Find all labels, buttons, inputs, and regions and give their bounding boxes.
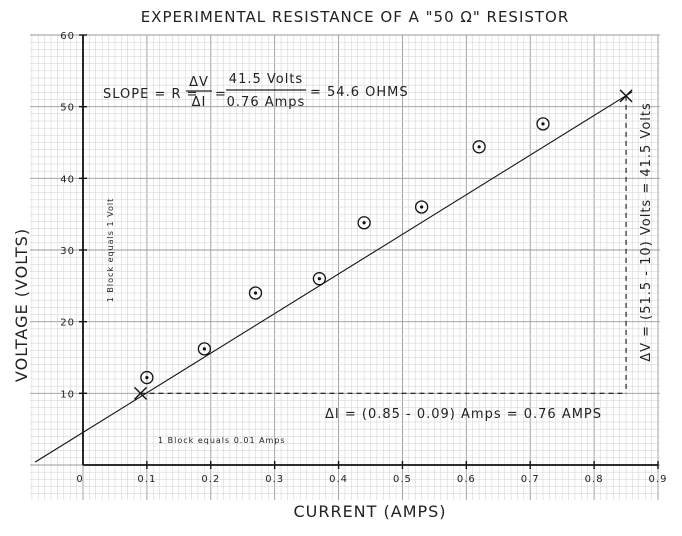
x-scale-note: 1 Block equals 0.01 Amps [158,436,286,445]
delta-i-annotation: ΔI = (0.85 - 0.09) Amps = 0.76 AMPS [325,407,602,422]
x-tick-label: 0.9 [649,474,668,485]
data-points [140,117,550,385]
x-tick-label: 0.1 [137,474,156,485]
data-point-dot [253,291,258,295]
tick-labels: 0 0.1 0.2 0.3 0.4 0.5 0.6 0.7 0.8 0.9 10 20 30 40 50 60 [60,31,668,485]
data-point [197,342,212,356]
x-tick-label: 0.8 [585,474,604,485]
x-tick-label: 0.2 [201,474,220,485]
x-axis-label: CURRENT (AMPS) [293,502,446,521]
data-point-dot [202,347,206,351]
data-point-dot [477,145,481,149]
x-tick-label: 0.3 [265,474,284,485]
best-fit-line [34,91,633,463]
y-tick-label: 50 [60,103,75,114]
delta-guides [134,89,633,400]
y-tick-label: 30 [60,246,75,257]
fit-marker [134,386,147,400]
data-point [312,272,327,286]
data-point-dot [362,221,366,225]
data-point-dot [541,122,545,126]
data-point [140,370,154,385]
x-tick-label: 0.7 [521,474,540,485]
slope-di: ΔI [192,95,207,110]
y-tick-label: 10 [60,389,75,400]
x-tick-label: 0.6 [457,474,476,485]
grid [30,34,660,500]
data-point-dot [317,277,321,281]
data-point [357,216,371,230]
y-tick-label: 40 [60,174,75,185]
delta-v-annotation: ΔV = (51.5 - 10) Volts = 41.5 Volts [639,102,654,362]
chart-title: EXPERIMENTAL RESISTANCE OF A "50 Ω" RESI… [141,8,570,26]
y-tick-label: 20 [60,318,75,329]
x-tick-label: 0.5 [393,474,412,485]
data-point-dot [145,375,149,380]
data-point [414,200,429,214]
y-tick-label: 60 [60,31,75,42]
slope-dv: ΔV [189,75,209,90]
y-scale-note: 1 Block equals 1 Volt [106,198,115,302]
fit-line [34,91,633,463]
slope-annotation: SLOPE = R = ΔV ΔI = 41.5 Volts 0.76 Amps… [103,72,409,110]
slope-num: 41.5 Volts [229,72,303,87]
slope-lhs: SLOPE = R = [103,87,199,102]
slope-eq: = [215,87,227,102]
slope-result: = 54.6 OHMS [310,85,409,100]
slope-den: 0.76 Amps [227,95,306,110]
fit-marker [619,89,633,103]
data-point [248,286,263,300]
data-point-dot [420,205,424,209]
data-point [472,140,486,154]
data-point [536,117,550,131]
x-tick-label: 0.4 [329,474,348,485]
x-tick-label: 0 [76,474,83,485]
y-axis-label: VOLTAGE (VOLTS) [12,228,31,382]
